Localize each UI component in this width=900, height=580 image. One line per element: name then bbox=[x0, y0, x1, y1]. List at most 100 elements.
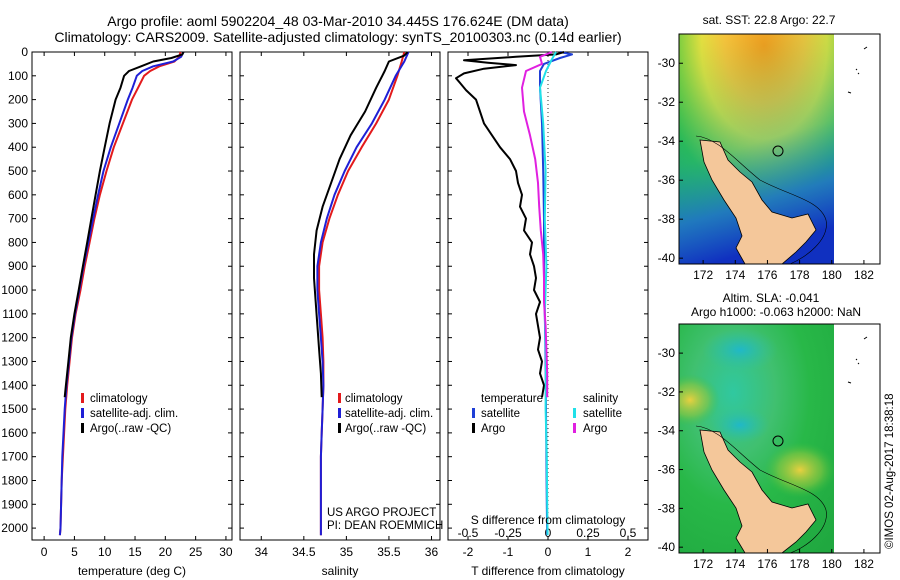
legend-label-argo: Argo(..raw -QC) bbox=[90, 423, 171, 435]
sla-latitude-ticks: -30 -32 -34 -36 -38 -40 bbox=[658, 346, 683, 554]
salinity-depth-ticks bbox=[240, 51, 440, 529]
argo-float-marker bbox=[772, 435, 784, 447]
x-tick-label: 5 bbox=[71, 545, 78, 559]
latitude-tick-label: -30 bbox=[658, 56, 676, 70]
legend-title-salinity: salinity bbox=[583, 393, 618, 405]
longitude-tick-label: 176 bbox=[757, 557, 777, 571]
legend-swatch-argo bbox=[81, 423, 84, 433]
series-line-s-satellite bbox=[539, 51, 557, 536]
legend-label-satellite: satellite-adj. clim. bbox=[345, 408, 433, 420]
depth-tick-label: 2000 bbox=[1, 521, 28, 535]
difference-series bbox=[455, 51, 573, 536]
figure-title-line1: Argo profile: aoml 5902204_48 03-Mar-201… bbox=[107, 13, 569, 29]
depth-tick-label: 0 bbox=[21, 45, 28, 59]
sst-longitude-ticks: 172 174 176 178 180 182 bbox=[693, 260, 874, 282]
x2-tick-label: 0.25 bbox=[576, 526, 600, 540]
series-line-s-argo bbox=[521, 51, 553, 398]
bathymetry-contour bbox=[695, 135, 827, 264]
pi-annotation: PI: DEAN ROEMMICH bbox=[327, 520, 443, 532]
longitude-tick-label: 176 bbox=[757, 268, 777, 282]
depth-tick-label: 500 bbox=[8, 164, 28, 178]
temperature-xlabel: temperature (deg C) bbox=[78, 564, 186, 578]
sla-map-title-line2: Argo h1000: -0.063 h2000: NaN bbox=[691, 305, 861, 319]
difference-x-axis: -2 -1 0 1 2 bbox=[463, 52, 632, 559]
x-tick-label: 0 bbox=[545, 545, 552, 559]
legend-label-temp-satellite: satellite bbox=[481, 408, 520, 420]
outlying-islands bbox=[847, 46, 868, 94]
longitude-tick-label: 182 bbox=[854, 557, 874, 571]
sla-map-frame bbox=[678, 323, 881, 554]
latitude-tick-label: -30 bbox=[658, 346, 676, 360]
difference-panel: -2 -1 0 1 2 -0.5 -0.25 0 0.25 0.5 S difference f… bbox=[447, 51, 649, 578]
legend-swatch-sal-satellite bbox=[573, 408, 576, 418]
salinity-xlabel: salinity bbox=[322, 564, 359, 578]
legend-label-climatology: climatology bbox=[90, 393, 148, 405]
depth-tick-label: 100 bbox=[8, 69, 28, 83]
longitude-tick-label: 174 bbox=[725, 268, 745, 282]
imos-timestamp: ©IMOS 02-Aug-2017 18:38:18 bbox=[884, 393, 896, 549]
x-tick-label: 10 bbox=[98, 545, 112, 559]
depth-tick-label: 1900 bbox=[1, 497, 28, 511]
longitude-tick-label: 178 bbox=[790, 557, 810, 571]
depth-tick-label: 1200 bbox=[1, 331, 28, 345]
depth-tick-label: 1500 bbox=[1, 402, 28, 416]
depth-tick-label: 1000 bbox=[1, 283, 28, 297]
bathymetry-contour bbox=[695, 425, 827, 553]
latitude-tick-label: -36 bbox=[658, 173, 676, 187]
depth-axis: 0 100 200 300 400 500 600 700 800 900 1000 1100 1200… bbox=[1, 45, 232, 535]
legend-label-argo: Argo(..raw -QC) bbox=[345, 423, 426, 435]
sla-longitude-ticks: 172 174 176 178 180 182 bbox=[693, 549, 874, 571]
longitude-tick-label: 180 bbox=[822, 557, 842, 571]
temperature-axes-frame bbox=[31, 51, 233, 541]
sst-no-data-region bbox=[834, 34, 880, 264]
series-line-satellite-adj-clim- bbox=[58, 51, 185, 536]
salinity-difference-label: S difference from climatology bbox=[471, 513, 626, 527]
salinity-series bbox=[313, 51, 410, 536]
sst-map: sat. SST: 22.8 Argo: 22.7 bbox=[658, 13, 881, 282]
longitude-tick-label: 172 bbox=[693, 268, 713, 282]
depth-tick-label: 600 bbox=[8, 188, 28, 202]
series-line-satellite-adj-clim- bbox=[316, 51, 410, 536]
depth-tick-label: 1800 bbox=[1, 473, 28, 487]
legend-label-climatology: climatology bbox=[345, 393, 403, 405]
difference-legend: temperature salinity satellite Argo sate… bbox=[472, 393, 622, 435]
legend-swatch-sal-argo bbox=[573, 423, 576, 433]
x-tick-label: 25 bbox=[189, 545, 203, 559]
salinity-panel: 34 34.5 35 35.5 36 salinity climatology sate… bbox=[239, 51, 443, 578]
series-line-t-argo bbox=[455, 51, 565, 398]
temperature-difference-label: T difference from climatology bbox=[471, 564, 625, 578]
legend-label-satellite: satellite-adj. clim. bbox=[90, 408, 178, 420]
latitude-tick-label: -38 bbox=[658, 212, 676, 226]
salinity-x-axis: 34 34.5 35 35.5 36 bbox=[255, 52, 439, 559]
latitude-tick-label: -32 bbox=[658, 385, 676, 399]
depth-tick-label: 900 bbox=[8, 259, 28, 273]
longitude-tick-label: 172 bbox=[693, 557, 713, 571]
x-tick-label: 36 bbox=[425, 545, 439, 559]
legend-swatch-temp-satellite bbox=[472, 408, 475, 418]
sla-map: Altim. SLA: -0.041 Argo h1000: -0.063 h2… bbox=[658, 291, 881, 571]
temperature-x-axis: 0 5 10 15 20 25 30 bbox=[41, 52, 233, 559]
legend-swatch-satellite bbox=[81, 408, 84, 418]
new-zealand-land bbox=[699, 139, 817, 264]
figure-title-line2: Climatology: CARS2009. Satellite-adjuste… bbox=[54, 29, 621, 45]
x-tick-label: 2 bbox=[625, 545, 632, 559]
sst-map-title: sat. SST: 22.8 Argo: 22.7 bbox=[703, 13, 836, 27]
longitude-tick-label: 182 bbox=[854, 268, 874, 282]
legend-title-temperature: temperature bbox=[481, 393, 543, 405]
series-line-climatology bbox=[318, 51, 406, 536]
x-tick-label: 34 bbox=[255, 545, 269, 559]
x-tick-label: 0 bbox=[41, 545, 48, 559]
sla-map-title-line1: Altim. SLA: -0.041 bbox=[723, 291, 820, 305]
legend-label-temp-argo: Argo bbox=[481, 423, 505, 435]
depth-tick-label: 1400 bbox=[1, 378, 28, 392]
x2-tick-label: -0.5 bbox=[458, 526, 479, 540]
legend-swatch-argo bbox=[338, 423, 341, 433]
sst-field bbox=[679, 34, 834, 264]
depth-tick-label: 1300 bbox=[1, 354, 28, 368]
series-line-argo-raw-qc- bbox=[63, 51, 185, 398]
salinity-difference-axis: -0.5 -0.25 0 0.25 0.5 bbox=[458, 526, 637, 540]
legend-swatch-climatology bbox=[81, 393, 84, 403]
argo-float-marker bbox=[772, 145, 784, 157]
legend-swatch-satellite bbox=[338, 408, 341, 418]
